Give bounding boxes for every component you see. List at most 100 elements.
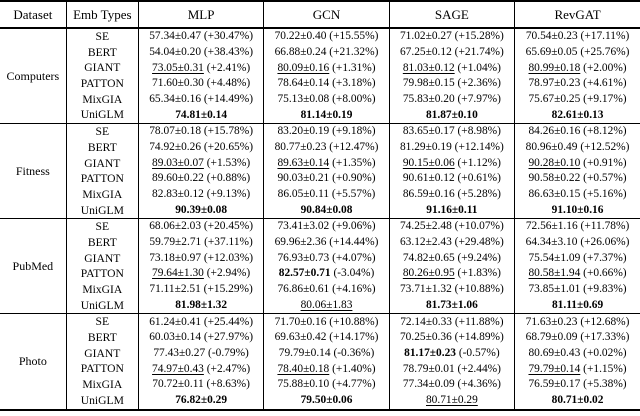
improvement-percent: (+20.65%)	[203, 140, 254, 153]
emb-type-label: BERT	[66, 234, 139, 251]
table-row: PATTON 79.64±1.30 (+2.94%) 82.57±0.71 (-3.…	[0, 266, 640, 282]
result-cell: 90.61±0.12 (+0.61%)	[389, 171, 516, 187]
improvement-percent: (+10.88%)	[454, 283, 504, 296]
score-value: 79.50±0.06	[300, 393, 353, 406]
table-row: GIANT 73.18±0.97 (+12.03%) 76.93±0.73 (+4.…	[0, 250, 640, 267]
score-value: 61.24±0.41	[149, 315, 202, 328]
emb-type-label: SE	[66, 123, 139, 140]
score-value: 74.97±0.43	[152, 362, 204, 375]
result-cell: 67.25±0.12 (+21.74%)	[389, 44, 516, 61]
table-row: MixGIA 65.34±0.16 (+14.49%) 75.13±0.08 (+8…	[0, 91, 640, 108]
emb-type-label: UniGLM	[66, 392, 139, 410]
result-cell: 82.61±0.13	[514, 107, 640, 125]
result-cell: 71.02±0.27 (+15.28%)	[389, 28, 516, 45]
score-value: 80.69±0.43	[528, 346, 581, 359]
result-cell: 80.26±0.95 (+1.83%)	[389, 266, 516, 282]
score-value: 86.63±0.15	[528, 188, 581, 201]
result-cell: 75.13±0.08 (+8.00%)	[263, 91, 390, 108]
emb-type-label: PATTON	[66, 266, 139, 282]
result-cell: 79.64±1.30 (+2.94%)	[138, 266, 265, 282]
result-cell: 78.40±0.18 (+1.40%)	[263, 361, 390, 378]
improvement-percent: (+1.53%)	[206, 156, 251, 169]
improvement-percent: (+38.43%)	[203, 45, 254, 58]
improvement-percent: (+5.38%)	[583, 378, 627, 391]
score-value: 80.26±0.95	[402, 267, 455, 280]
score-value: 80.09±0.16	[277, 61, 330, 74]
score-value: 78.79±0.01	[402, 362, 455, 375]
result-cell: 63.12±2.43 (+29.48%)	[389, 234, 516, 251]
score-value: 76.82±0.29	[175, 393, 228, 406]
dataset-section-pubmed: PubMed SE 68.06±2.03 (+20.45%) 73.41±3.02 (…	[0, 218, 640, 315]
improvement-percent: (+2.00%)	[583, 61, 627, 74]
improvement-percent: (+5.57%)	[331, 188, 376, 201]
improvement-percent: (+2.44%)	[457, 362, 501, 375]
result-cell: 78.64±0.14 (+3.18%)	[263, 76, 390, 92]
result-cell: 73.71±1.32 (+10.88%)	[389, 282, 516, 298]
table-row: UniGLM 81.98±1.32 80.06±1.83 81.73±1.06 81.1…	[0, 297, 640, 315]
improvement-percent: (+4.61%)	[583, 77, 627, 90]
result-cell: 59.79±2.71 (+37.11%)	[138, 234, 265, 251]
improvement-percent: (+30.47%)	[203, 30, 254, 43]
improvement-percent: (+7.37%)	[583, 251, 627, 264]
result-cell: 80.06±1.83	[263, 297, 390, 315]
score-value: 70.54±0.23	[525, 30, 578, 43]
table-row: GIANT 77.43±0.27 (-0.79%) 79.79±0.14 (-0.3…	[0, 345, 640, 362]
score-value: 70.22±0.40	[274, 30, 327, 43]
result-cell: 80.09±0.16 (+1.31%)	[263, 60, 390, 77]
improvement-percent: (+25.44%)	[203, 315, 254, 328]
table-row: UniGLM 76.82±0.29 79.50±0.06 80.71±0.29 80.7…	[0, 392, 640, 410]
result-cell: 90.28±0.10 (+0.91%)	[515, 156, 640, 172]
result-cell: 65.34±0.16 (+14.49%)	[138, 91, 265, 108]
improvement-percent: (+0.88%)	[206, 172, 251, 185]
improvement-percent: (+21.32%)	[329, 45, 379, 58]
result-cell: 80.77±0.23 (+12.47%)	[263, 139, 390, 156]
result-cell: 69.96±2.36 (+14.44%)	[263, 234, 390, 251]
result-cell: 78.07±0.18 (+15.78%)	[138, 123, 265, 140]
score-value: 76.59±0.17	[528, 378, 581, 391]
result-cell: 76.86±0.61 (+4.16%)	[263, 282, 390, 298]
table-row: Computers SE 57.34±0.47 (+30.47%) 70.22±0.4…	[0, 28, 640, 124]
emb-type-label: UniGLM	[66, 297, 139, 315]
score-value: 67.25±0.12	[399, 45, 452, 58]
improvement-percent: (+11.78%)	[580, 220, 630, 233]
table-header: Dataset Emb Types MLP GCN SAGE RevGAT	[0, 1, 640, 29]
dataset-section-computers: Computers SE 57.34±0.47 (+30.47%) 70.22±0.4…	[0, 28, 640, 125]
result-cell: 73.41±3.02 (+9.06%)	[263, 218, 390, 235]
result-cell: 80.58±1.94 (+0.66%)	[515, 266, 640, 282]
score-value: 74.81±0.14	[175, 108, 228, 121]
improvement-percent: (+9.17%)	[583, 92, 627, 105]
score-value: 79.64±1.30	[152, 267, 204, 280]
improvement-percent: (+15.28%)	[454, 30, 504, 43]
score-value: 64.34±3.10	[525, 236, 578, 249]
result-cell: 86.63±0.15 (+5.16%)	[515, 187, 640, 203]
improvement-percent: (-0.36%)	[333, 346, 375, 359]
table-row: BERT 59.79±2.71 (+37.11%) 69.96±2.36 (+14.…	[0, 234, 640, 251]
result-cell: 89.03±0.07 (+1.53%)	[138, 155, 265, 172]
result-cell: 76.59±0.17 (+5.38%)	[515, 377, 640, 393]
score-value: 65.34±0.16	[149, 92, 202, 105]
score-value: 81.17±0.23	[404, 346, 456, 359]
emb-type-label: SE	[66, 218, 139, 235]
improvement-percent: (+17.33%)	[580, 331, 630, 344]
emb-type-label: UniGLM	[66, 107, 139, 125]
table-row: Photo SE 61.24±0.41 (+25.44%) 71.70±0.16 (+…	[0, 313, 640, 410]
improvement-percent: (+8.12%)	[583, 125, 627, 138]
improvement-percent: (+2.94%)	[206, 267, 251, 280]
score-value: 83.65±0.17	[402, 125, 455, 138]
emb-type-label: SE	[66, 313, 139, 331]
improvement-percent: (+1.35%)	[332, 156, 376, 169]
score-value: 80.96±0.49	[525, 140, 578, 153]
result-cell: 68.06±2.03 (+20.45%)	[138, 218, 265, 235]
improvement-percent: (-0.57%)	[458, 346, 500, 359]
improvement-percent: (+9.13%)	[206, 188, 251, 201]
result-cell: 71.60±0.30 (+4.48%)	[138, 76, 265, 92]
score-value: 80.77±0.23	[274, 140, 327, 153]
improvement-percent: (+12.14%)	[454, 140, 504, 153]
result-cell: 79.79±0.14 (+1.15%)	[515, 361, 640, 377]
score-value: 81.14±0.19	[300, 108, 353, 121]
score-value: 71.11±2.51	[149, 283, 201, 296]
improvement-percent: (+8.63%)	[206, 378, 250, 391]
improvement-percent: (+1.83%)	[457, 267, 501, 280]
table-row: PATTON 71.60±0.30 (+4.48%) 78.64±0.14 (+3.…	[0, 76, 640, 92]
